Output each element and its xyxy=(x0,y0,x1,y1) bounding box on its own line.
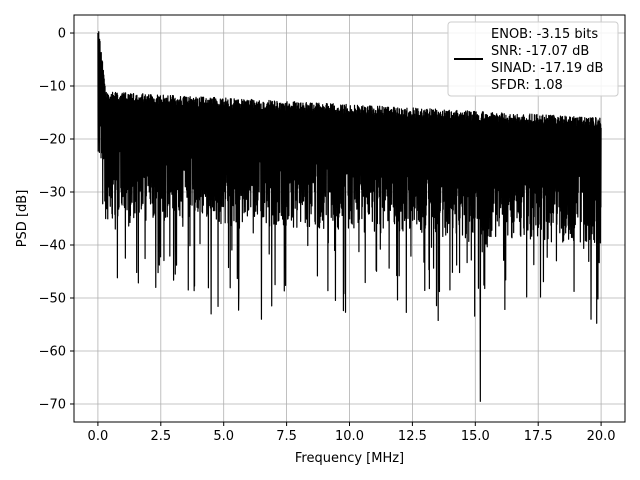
y-tick-label: −40 xyxy=(39,238,66,253)
legend-box xyxy=(447,21,619,97)
series-layer xyxy=(97,31,602,402)
y-tick-label: −50 xyxy=(39,291,66,306)
legend-entry-snr: SNR: -17.07 dB xyxy=(491,44,589,59)
legend-entry-sfdr: SFDR: 1.08 xyxy=(491,78,563,93)
x-tick-label: 10.0 xyxy=(335,429,364,444)
legend-entry-enob: ENOB: -3.15 bits xyxy=(491,27,598,42)
x-tick-label: 5.0 xyxy=(213,429,234,444)
x-tick-label: 0.0 xyxy=(88,429,109,444)
plot-area xyxy=(97,31,602,402)
x-tick-label: 7.5 xyxy=(276,429,297,444)
y-tick-label: −20 xyxy=(39,133,66,148)
x-tick-label: 17.5 xyxy=(524,429,553,444)
y-tick-label: −60 xyxy=(39,344,66,359)
x-tick-label: 15.0 xyxy=(461,429,490,444)
y-axis-label: PSD [dB] xyxy=(15,190,30,248)
y-tick-label: 0 xyxy=(58,27,66,42)
x-tick-label: 12.5 xyxy=(398,429,427,444)
legend-entry-sinad: SINAD: -17.19 dB xyxy=(491,61,603,76)
y-tick-label: −10 xyxy=(39,80,66,95)
x-axis: 0.0 2.5 5.0 7.5 10.0 12.5 15.0 17.5 20.0 xyxy=(88,422,616,444)
y-tick-label: −70 xyxy=(39,397,66,412)
x-tick-label: 2.5 xyxy=(150,429,171,444)
legend: ENOB: -3.15 bits SNR: -17.07 dB SINAD: -… xyxy=(447,21,619,97)
psd-series-line xyxy=(97,31,602,402)
y-axis: 0 −10 −20 −30 −40 −50 −60 −70 xyxy=(39,27,74,412)
x-tick-label: 20.0 xyxy=(587,429,616,444)
x-axis-label: Frequency [MHz] xyxy=(295,451,404,466)
y-tick-label: −30 xyxy=(39,186,66,201)
